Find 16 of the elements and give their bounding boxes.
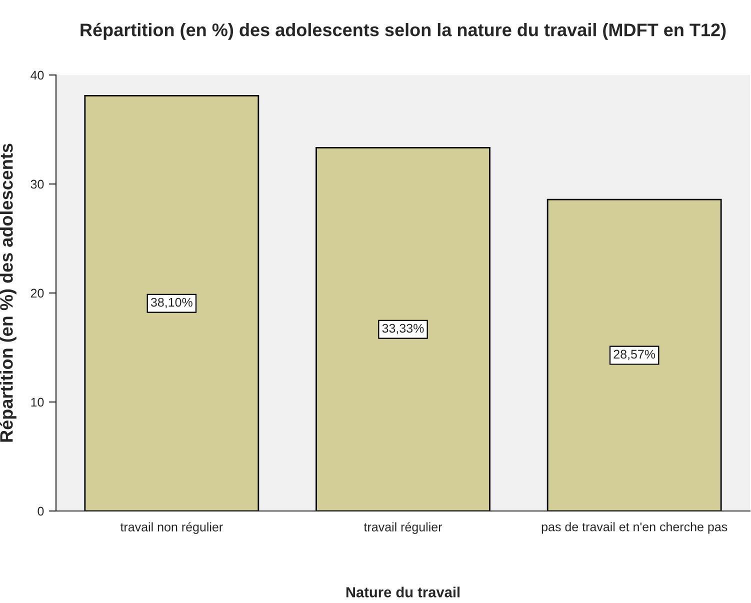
- x-tick-label: pas de travail et n'en cherche pas: [542, 522, 728, 534]
- data-label: 33,33%: [382, 324, 424, 334]
- bar: [84, 95, 260, 511]
- y-tick-label: 30: [30, 180, 44, 189]
- data-label: 28,57%: [614, 350, 656, 360]
- chart-title: Répartition (en %) des adolescents selon la nature du travail (MDFT en T12): [80, 22, 726, 40]
- bar: [316, 147, 490, 511]
- y-tick-label: 20: [30, 288, 44, 298]
- bar: [546, 198, 722, 511]
- y-tick-label: 10: [31, 398, 44, 407]
- x-tick-label: travail non régulier: [120, 522, 223, 534]
- x-tick-label: travail régulier: [364, 522, 442, 534]
- y-tick-label: 0: [38, 506, 44, 516]
- x-axis-title: Nature du travail: [346, 586, 460, 598]
- data-label: 38,10%: [150, 298, 192, 308]
- y-tick-label: 40: [30, 70, 44, 80]
